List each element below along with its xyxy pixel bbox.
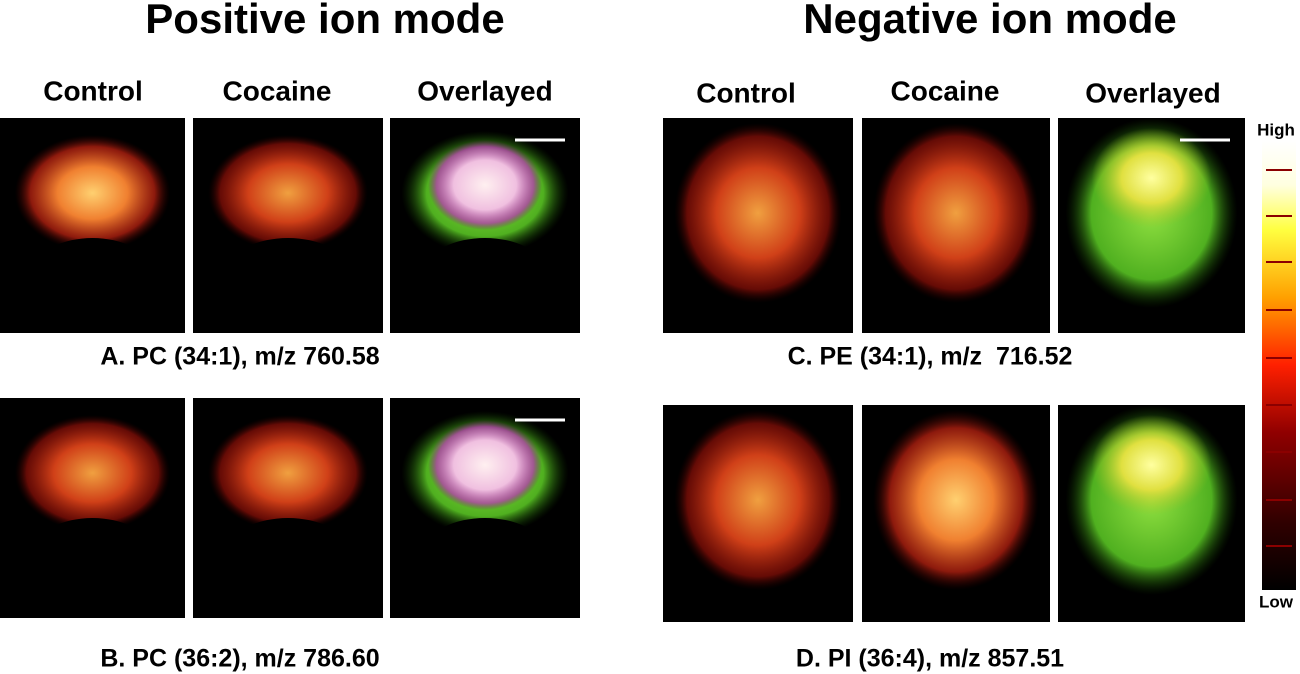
signal-blob bbox=[208, 415, 368, 531]
signal-blob bbox=[1091, 128, 1212, 228]
colorbar-ticks bbox=[1266, 169, 1292, 547]
image-panels bbox=[0, 118, 1245, 622]
signal-blob bbox=[14, 135, 171, 251]
signal-blob bbox=[428, 238, 542, 298]
signal-blob bbox=[37, 518, 148, 578]
column-header: Overlayed bbox=[417, 75, 552, 106]
column-header: Cocaine bbox=[223, 75, 332, 106]
colorbar bbox=[1262, 140, 1296, 590]
signal-blob bbox=[674, 123, 842, 303]
panel-caption: C. PE (34:1), m/z 716.52 bbox=[788, 343, 1073, 371]
signal-blob bbox=[208, 135, 368, 251]
panel-caption: D. PI (36:4), m/z 857.51 bbox=[796, 645, 1064, 673]
signal-blob bbox=[37, 238, 148, 298]
signal-blob bbox=[231, 238, 345, 298]
signal-blob bbox=[873, 410, 1039, 590]
column-header: Control bbox=[43, 75, 143, 106]
signal-blob bbox=[428, 140, 542, 230]
column-header: Overlayed bbox=[1085, 77, 1220, 108]
column-header: Control bbox=[696, 77, 796, 108]
colorbar-low: Low bbox=[1259, 592, 1294, 611]
section-title: Negative ion mode bbox=[803, 0, 1176, 42]
signal-blob bbox=[428, 518, 542, 578]
column-header: Cocaine bbox=[891, 75, 1000, 106]
signal-blob bbox=[14, 415, 171, 531]
panel-caption: A. PC (34:1), m/z 760.58 bbox=[100, 343, 379, 371]
signal-blob bbox=[231, 518, 345, 578]
panel-caption: B. PC (36:2), m/z 786.60 bbox=[100, 645, 379, 673]
section-title: Positive ion mode bbox=[145, 0, 504, 42]
signal-blob bbox=[1091, 415, 1212, 515]
colorbar-high: High bbox=[1257, 120, 1295, 139]
signal-blob bbox=[428, 420, 542, 510]
signal-blob bbox=[873, 123, 1039, 303]
signal-blob bbox=[674, 410, 842, 590]
